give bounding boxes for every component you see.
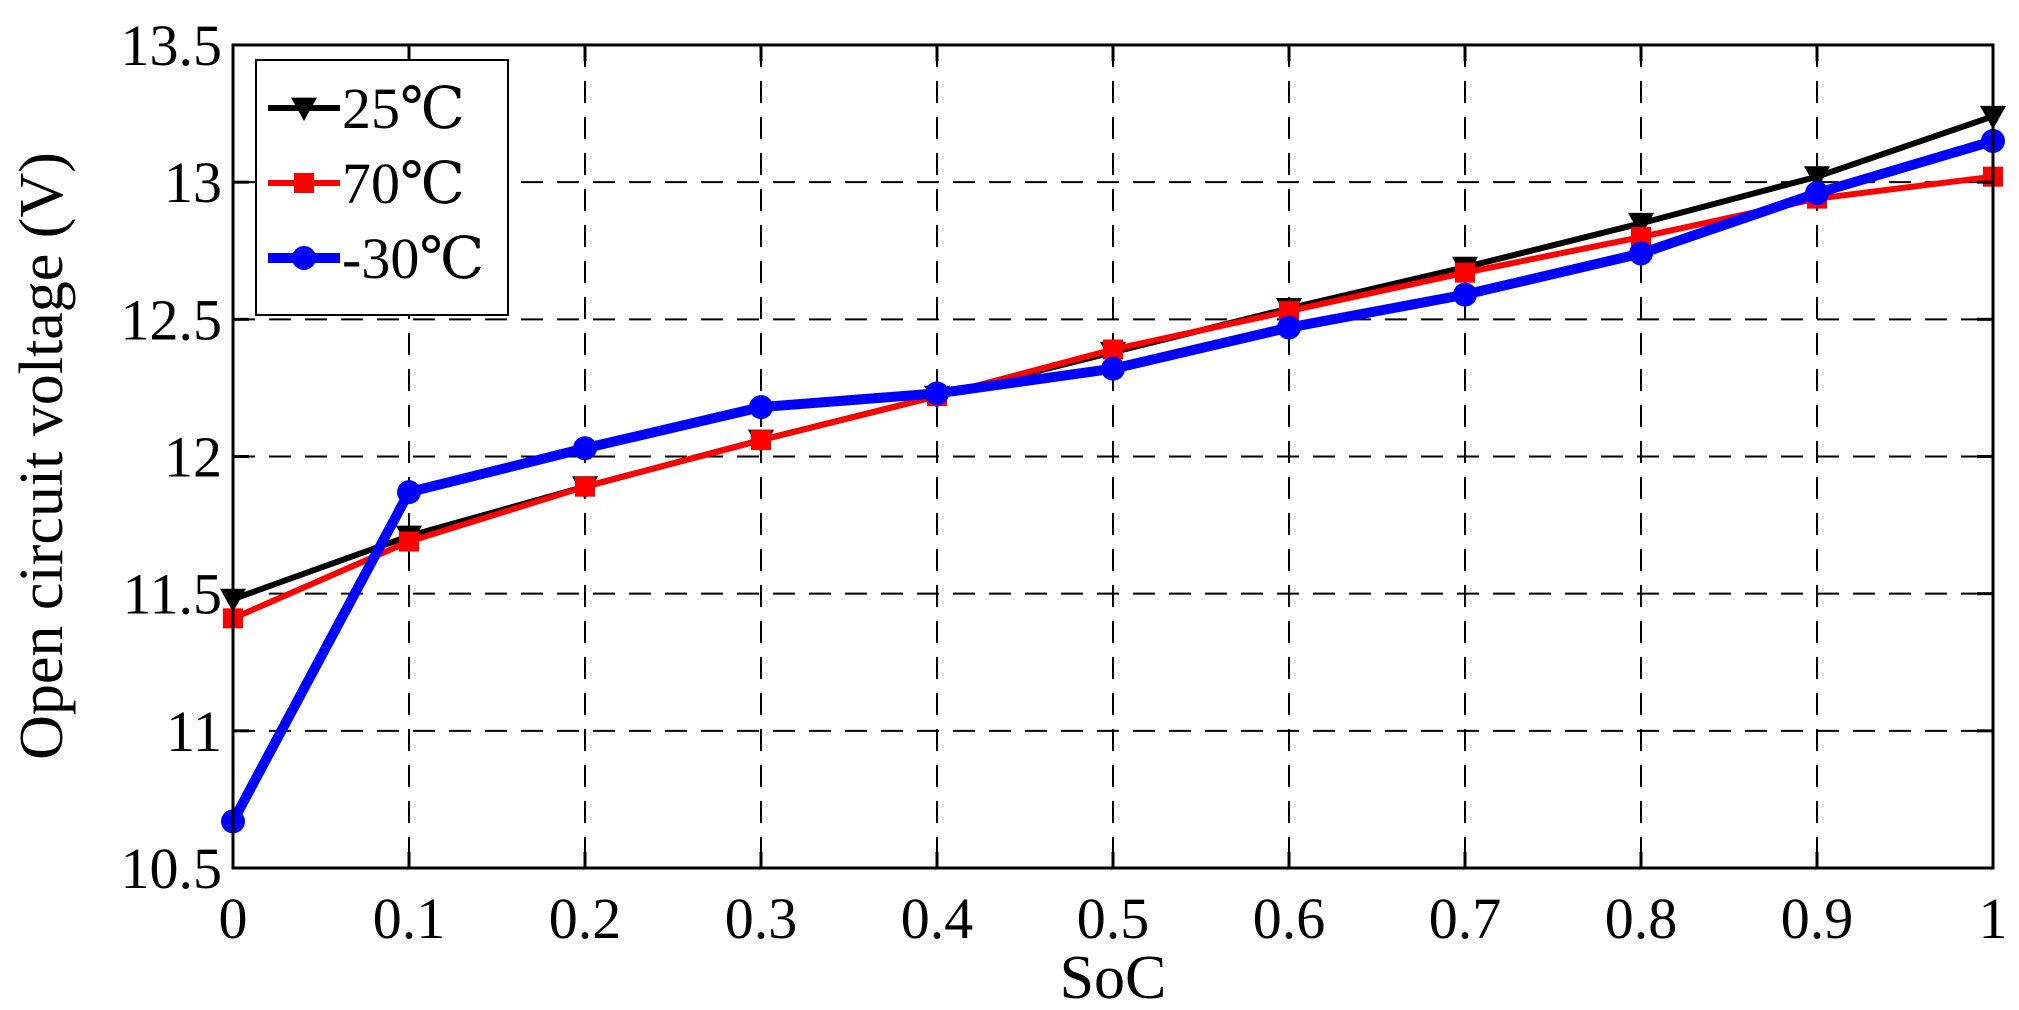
x-tick-label: 0.6 — [1253, 886, 1326, 951]
x-tick-label: 0.4 — [901, 886, 974, 951]
data-point — [1453, 282, 1477, 307]
x-tick-label: 1 — [1979, 886, 2008, 951]
y-tick-label: 12 — [164, 425, 222, 490]
legend-marker — [291, 97, 317, 121]
y-tick-label: 13 — [164, 150, 222, 215]
data-point — [749, 395, 773, 420]
data-point — [1277, 315, 1301, 340]
data-point — [1631, 227, 1651, 248]
data-point — [1629, 241, 1653, 266]
legend-marker — [294, 173, 314, 193]
legend-entry: 25℃ — [268, 76, 465, 141]
y-tick-labels: 10.5 11 11.5 12 12.5 13 13.5 — [121, 13, 223, 901]
y-tick-label: 10.5 — [121, 836, 223, 901]
x-tick-label: 0.9 — [1781, 886, 1854, 951]
y-tick-label: 13.5 — [121, 13, 223, 78]
x-tick-label: 0.7 — [1429, 886, 1502, 951]
tick-marks — [231, 43, 1995, 870]
legend-label: 25℃ — [342, 76, 465, 141]
data-point — [1101, 356, 1125, 381]
legend: 25℃ 70℃ -30℃ — [255, 59, 509, 316]
data-point — [1805, 181, 1829, 206]
series-3 — [221, 129, 2005, 834]
x-tick-label: 0.3 — [725, 886, 798, 951]
legend-label: -30℃ — [342, 226, 484, 291]
legend-label: 70℃ — [342, 151, 465, 216]
legend-entry: 70℃ — [268, 151, 465, 216]
data-point — [1804, 166, 1830, 190]
y-tick-label: 11 — [166, 699, 222, 764]
x-tick-label: 0.8 — [1605, 886, 1678, 951]
data-point — [573, 436, 597, 461]
x-tick-label: 0.5 — [1077, 886, 1150, 951]
data-point — [399, 531, 419, 552]
data-point — [1628, 212, 1654, 237]
data-point — [575, 476, 595, 497]
data-point — [925, 381, 949, 406]
x-tick-label: 0.1 — [373, 886, 446, 951]
data-point — [751, 430, 771, 451]
x-axis-label: SoC — [1060, 944, 1167, 1010]
y-axis-label: Open circuit voltage (V) — [8, 152, 76, 760]
data-point — [1103, 339, 1123, 360]
legend-entry: -30℃ — [268, 226, 484, 291]
x-tick-labels: 0 0.1 0.2 0.3 0.4 0.5 0.6 0.7 0.8 0.9 1 — [219, 886, 2008, 951]
data-point — [1279, 301, 1299, 322]
grid — [233, 45, 1993, 868]
y-tick-label: 11.5 — [123, 562, 222, 627]
x-tick-label: 0 — [219, 886, 248, 951]
data-point — [1455, 262, 1475, 283]
data-point — [397, 480, 421, 505]
x-tick-label: 0.2 — [549, 886, 622, 951]
legend-marker — [292, 246, 316, 270]
y-tick-label: 12.5 — [121, 287, 223, 352]
